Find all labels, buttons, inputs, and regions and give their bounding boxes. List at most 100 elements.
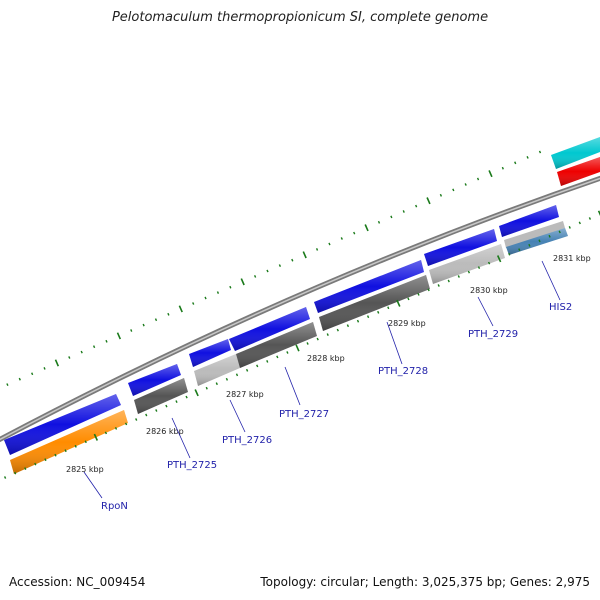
minor-tick bbox=[340, 237, 343, 240]
cds-rpon bbox=[10, 410, 128, 474]
minor-tick bbox=[44, 458, 47, 462]
minor-tick bbox=[439, 193, 443, 197]
minor-tick bbox=[124, 422, 128, 426]
minor-tick bbox=[167, 312, 170, 316]
major-tick bbox=[488, 170, 493, 178]
minor-tick bbox=[377, 220, 381, 224]
minor-tick bbox=[204, 296, 207, 300]
minor-tick bbox=[452, 188, 455, 192]
minor-tick bbox=[427, 288, 430, 292]
minor-tick bbox=[155, 409, 158, 412]
major-tick bbox=[597, 210, 600, 216]
major-tick bbox=[54, 359, 60, 367]
gene-labels: RpoN PTH_2725 PTH_2726 PTH_2727 PTH_2728… bbox=[101, 302, 572, 512]
minor-tick bbox=[315, 248, 319, 251]
kbp-label: 2825 kbp bbox=[66, 465, 104, 474]
major-tick bbox=[496, 255, 502, 263]
red-feature bbox=[557, 157, 600, 186]
minor-tick bbox=[276, 355, 279, 359]
genome-stats-text: Topology: circular; Length: 3,025,375 bp… bbox=[260, 575, 590, 589]
kbp-label: 2826 kbp bbox=[146, 427, 184, 436]
major-tick bbox=[426, 197, 431, 205]
kbp-label: 2830 kbp bbox=[470, 286, 508, 295]
gene-label-pth2728: PTH_2728 bbox=[378, 366, 428, 377]
minor-tick bbox=[508, 252, 511, 256]
minor-tick bbox=[104, 431, 108, 435]
minor-tick bbox=[447, 279, 450, 283]
major-tick bbox=[302, 251, 307, 259]
minor-tick bbox=[175, 400, 178, 403]
minor-tick bbox=[154, 318, 158, 322]
minor-tick bbox=[390, 215, 393, 219]
minor-tick bbox=[356, 319, 360, 323]
kbp-label: 2829 kbp bbox=[388, 319, 426, 328]
minor-tick bbox=[6, 383, 9, 386]
gene-label-rpon: RpoN bbox=[101, 501, 128, 512]
minor-tick bbox=[74, 444, 77, 448]
minor-tick bbox=[205, 386, 208, 390]
minor-tick bbox=[114, 427, 118, 430]
minor-tick bbox=[145, 413, 148, 417]
minor-tick bbox=[142, 323, 145, 327]
minor-tick bbox=[538, 150, 542, 154]
minor-tick bbox=[92, 345, 96, 349]
minor-tick bbox=[80, 350, 83, 354]
gene-label-pth2725: PTH_2725 bbox=[167, 460, 217, 471]
major-tick bbox=[93, 433, 99, 441]
major-tick bbox=[396, 299, 401, 307]
gene-label-his2: HIS2 bbox=[549, 302, 572, 313]
minor-tick bbox=[518, 248, 521, 252]
minor-tick bbox=[377, 310, 380, 314]
minor-tick bbox=[185, 395, 188, 399]
minor-tick bbox=[407, 297, 410, 301]
minor-tick bbox=[501, 166, 504, 170]
minor-tick bbox=[256, 364, 259, 368]
major-tick bbox=[116, 332, 122, 340]
kbp-label: 2827 kbp bbox=[226, 390, 264, 399]
gene-arrow-pth2727 bbox=[229, 307, 310, 351]
minor-tick bbox=[286, 351, 289, 354]
minor-tick bbox=[328, 242, 331, 246]
minor-tick bbox=[457, 275, 460, 278]
kbp-label: 2831 kbp bbox=[553, 254, 591, 263]
minor-tick bbox=[135, 418, 138, 421]
minor-tick bbox=[514, 161, 517, 165]
gene-label-pth2727: PTH_2727 bbox=[279, 409, 329, 420]
gene-label-pth2729: PTH_2729 bbox=[468, 329, 518, 340]
minor-tick bbox=[306, 342, 309, 345]
minor-tick bbox=[578, 221, 581, 225]
outer-tick-row bbox=[6, 150, 542, 386]
minor-tick bbox=[278, 264, 282, 267]
gene-arrow-rpon-upstream bbox=[4, 394, 121, 455]
minor-tick bbox=[316, 337, 319, 341]
minor-tick bbox=[558, 230, 561, 234]
minor-tick bbox=[215, 382, 218, 386]
minor-tick bbox=[366, 315, 370, 319]
minor-tick bbox=[464, 183, 467, 186]
minor-tick bbox=[253, 275, 257, 278]
minor-tick bbox=[291, 258, 294, 262]
minor-tick bbox=[326, 333, 329, 336]
map-title: Pelotomaculum thermopropionicum SI, comp… bbox=[111, 10, 489, 25]
minor-tick bbox=[18, 377, 21, 381]
minor-tick bbox=[346, 324, 350, 328]
minor-tick bbox=[526, 156, 529, 159]
minor-tick bbox=[353, 231, 356, 235]
gene-label-pth2726: PTH_2726 bbox=[222, 435, 272, 446]
accession-text: Accession: NC_009454 bbox=[9, 575, 146, 589]
cds-pth2729 bbox=[429, 244, 505, 284]
cyan-feature bbox=[551, 137, 600, 169]
minor-tick bbox=[538, 239, 541, 243]
major-tick bbox=[240, 278, 245, 286]
gene-arrow-his2 bbox=[499, 205, 559, 237]
gene-arrow-pth2729 bbox=[424, 229, 497, 266]
cds-pth2725 bbox=[134, 378, 188, 414]
minor-tick bbox=[84, 440, 87, 444]
minor-tick bbox=[387, 306, 390, 310]
minor-tick bbox=[34, 462, 37, 466]
minor-tick bbox=[437, 284, 440, 287]
minor-tick bbox=[336, 328, 339, 332]
inner-tick-row bbox=[3, 210, 600, 479]
minor-tick bbox=[225, 377, 229, 381]
